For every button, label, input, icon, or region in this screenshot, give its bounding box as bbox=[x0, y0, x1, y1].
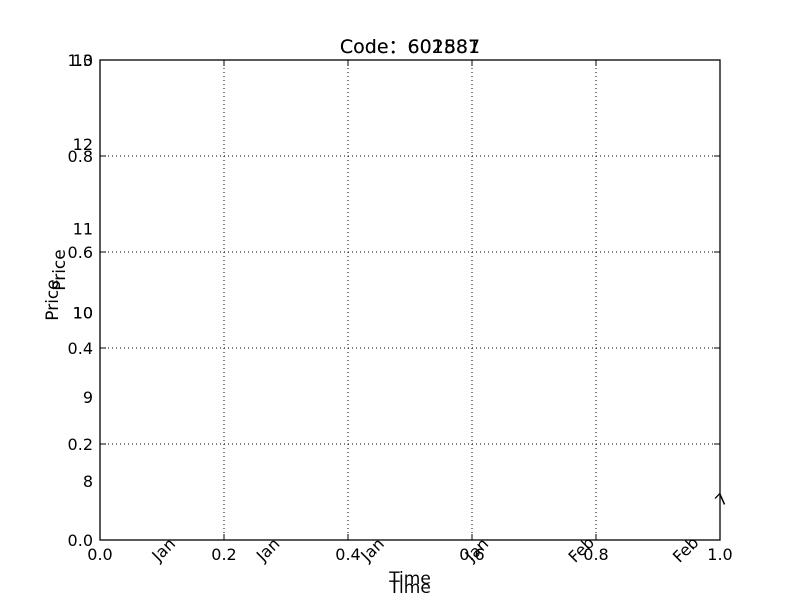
price-tick-label: 8 bbox=[83, 472, 93, 491]
y-axis-label-1: Price bbox=[43, 279, 63, 320]
price-tick-label: 13 bbox=[73, 51, 93, 70]
price-tick-label: 10 bbox=[73, 304, 93, 323]
price-tick-label: 10 bbox=[73, 304, 93, 323]
x-axis-ticks: 0.0 0.2 0.4 0.6 0.8 1.0 bbox=[87, 60, 733, 564]
x-tick-label: 0.8 bbox=[583, 545, 608, 564]
price-tick-label: 12 bbox=[73, 135, 93, 154]
y-tick-label: 0.4 bbox=[68, 339, 93, 358]
x-tick-label: 0.0 bbox=[87, 545, 112, 564]
x-axis-label-1: Time bbox=[388, 569, 431, 589]
x-tick-label: 1.0 bbox=[707, 545, 732, 564]
y-tick-label: 1.0 bbox=[68, 51, 93, 70]
price-tick-label: 11 bbox=[73, 219, 93, 238]
grid bbox=[100, 60, 720, 540]
y-tick-label: 0.8 bbox=[68, 147, 93, 166]
chart-title-2: Code：602581 bbox=[340, 36, 480, 58]
x-tick-label: 0.2 bbox=[211, 545, 236, 564]
x-tick-label: 0.6 bbox=[459, 545, 484, 564]
y-tick-label: 0.6 bbox=[68, 243, 93, 262]
price-tick-label: 9 bbox=[83, 388, 93, 407]
y-axis-ticks: 0.0 0.2 0.4 0.6 0.8 1.0 bbox=[68, 51, 720, 550]
y-tick-label: 0.2 bbox=[68, 435, 93, 454]
y-axis-label-2: Price bbox=[50, 249, 70, 290]
y-tick-label: 0.0 bbox=[68, 531, 93, 550]
plot-frame bbox=[99, 59, 721, 541]
chart-title-1: Code：601887 bbox=[340, 36, 480, 58]
x-axis-label-2: Time bbox=[388, 578, 431, 598]
x-tick-label: 0.4 bbox=[335, 545, 360, 564]
